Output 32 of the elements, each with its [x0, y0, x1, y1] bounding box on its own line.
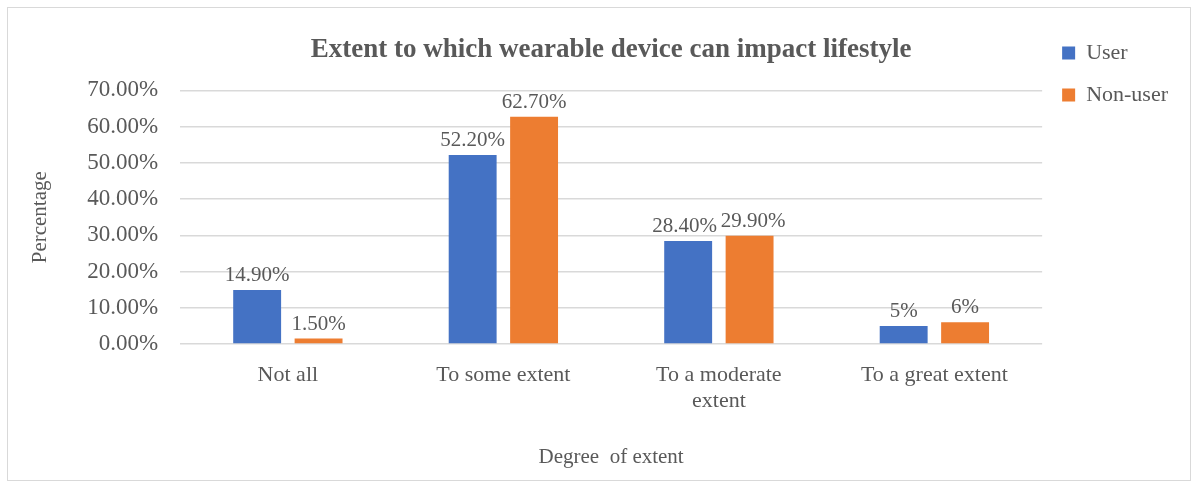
- data-label: 29.90%: [720, 207, 786, 232]
- x-tick-label: To a great extent: [860, 360, 1008, 386]
- data-label: 52.20%: [440, 126, 506, 151]
- x-tick-label: To some extent: [436, 360, 571, 386]
- y-tick-label: 20.00%: [87, 257, 159, 283]
- x-tick-label: Not all: [257, 360, 319, 386]
- bar: [941, 322, 990, 344]
- data-label: 6%: [951, 294, 980, 319]
- y-tick-label: 30.00%: [87, 221, 159, 247]
- y-tick-label: 70.00%: [87, 76, 159, 102]
- chart-title: Extent to which wearable device can impact lifestyle: [310, 33, 912, 64]
- y-tick-label: 50.00%: [87, 148, 159, 174]
- bar: [510, 116, 559, 344]
- legend-label: User: [1086, 38, 1129, 64]
- legend-label: Non-user: [1086, 80, 1169, 106]
- y-tick-label: 0.00%: [98, 330, 159, 356]
- y-tick-label: 40.00%: [87, 185, 159, 211]
- data-label: 28.40%: [652, 213, 717, 238]
- bar: [725, 235, 774, 344]
- y-axis-title: Percentage: [27, 171, 52, 264]
- bar: [448, 154, 497, 344]
- data-label: 62.70%: [501, 88, 567, 113]
- x-axis-title: Degree of extent: [538, 443, 684, 468]
- data-label: 14.90%: [224, 262, 290, 287]
- y-tick-label: 60.00%: [87, 112, 159, 138]
- y-tick-label: 10.00%: [87, 293, 159, 319]
- bar: [233, 290, 282, 344]
- data-label: 5%: [889, 297, 918, 322]
- bar: [879, 325, 928, 344]
- data-label: 1.50%: [291, 310, 346, 335]
- x-tick-label: To a moderate extent: [656, 360, 782, 413]
- bar: [664, 241, 713, 344]
